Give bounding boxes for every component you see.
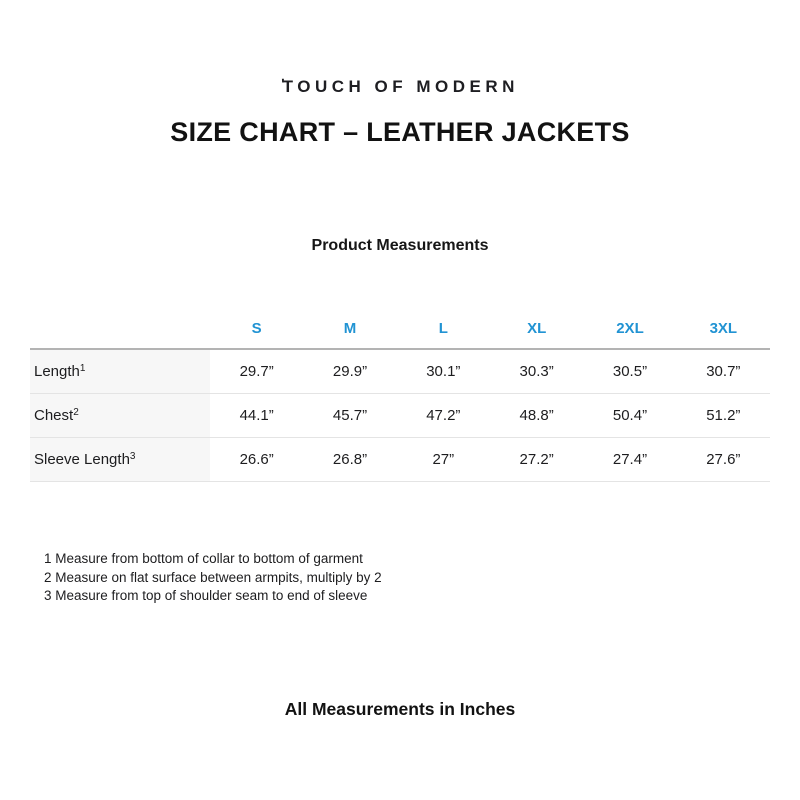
size-header-2xl: 2XL bbox=[583, 308, 677, 350]
cell-length-xl: 30.3” bbox=[489, 349, 584, 394]
cell-sleeve-m: 26.8” bbox=[303, 437, 397, 482]
row-label-chest: Chest2 bbox=[30, 393, 210, 438]
cell-sleeve-xl: 27.2” bbox=[489, 437, 584, 482]
table-row-length: Length1 29.7” 29.9” 30.1” 30.3” 30.5” 30… bbox=[30, 349, 770, 394]
page-title: SIZE CHART – LEATHER JACKETS bbox=[170, 117, 630, 147]
row-label-length: Length1 bbox=[30, 349, 210, 394]
footnote-1: 1 Measure from bottom of collar to botto… bbox=[44, 551, 363, 566]
cell-length-3xl: 30.7” bbox=[676, 349, 770, 394]
cell-sleeve-s: 26.6” bbox=[210, 437, 304, 482]
cell-length-m: 29.9” bbox=[303, 349, 397, 394]
footnote-marker: 2 bbox=[73, 407, 79, 418]
logo-tick-mark: ʹ bbox=[281, 76, 285, 93]
table-subtitle: Product Measurements bbox=[311, 237, 489, 254]
cell-length-l: 30.1” bbox=[396, 349, 490, 394]
size-chart-table: S M L XL 2XL 3XL Length1 29.7” 29.9” 30.… bbox=[30, 308, 770, 482]
table-row-chest: Chest2 44.1” 45.7” 47.2” 48.8” 50.4” 51.… bbox=[30, 393, 770, 438]
cell-chest-2xl: 50.4” bbox=[583, 393, 677, 438]
footnote-marker: 3 bbox=[129, 451, 136, 462]
cell-length-s: 29.7” bbox=[210, 349, 304, 394]
header-corner-cell bbox=[30, 308, 210, 350]
cell-chest-l: 47.2” bbox=[396, 393, 490, 438]
footnote-2: 2 Measure on flat surface between armpit… bbox=[44, 569, 382, 585]
row-label-text: Length bbox=[34, 363, 80, 380]
size-header-row: S M L XL 2XL 3XL bbox=[30, 308, 770, 350]
cell-chest-3xl: 51.2” bbox=[676, 393, 770, 438]
footnote-marker: 1 bbox=[79, 363, 86, 374]
cell-chest-xl: 48.8” bbox=[489, 393, 584, 438]
row-label-text: Chest bbox=[34, 407, 74, 424]
size-header-m: M bbox=[303, 308, 397, 350]
size-header-s: S bbox=[210, 308, 304, 350]
cell-chest-s: 44.1” bbox=[210, 393, 304, 438]
cell-sleeve-3xl: 27.6” bbox=[676, 437, 770, 482]
size-header-3xl: 3XL bbox=[676, 308, 770, 350]
cell-chest-m: 45.7” bbox=[303, 393, 397, 438]
cell-length-2xl: 30.5” bbox=[583, 349, 677, 394]
row-label-sleeve-length: Sleeve Length3 bbox=[30, 437, 210, 482]
brand-logo-text: TOUCH OF MODERN bbox=[282, 77, 519, 96]
size-header-l: L bbox=[396, 308, 490, 350]
footnotes-block: 1 Measure from bottom of collar to botto… bbox=[44, 550, 800, 606]
footnote-3: 3 Measure from top of shoulder seam to e… bbox=[44, 588, 368, 603]
cell-sleeve-2xl: 27.4” bbox=[583, 437, 677, 482]
cell-sleeve-l: 27” bbox=[396, 437, 490, 482]
row-label-text: Sleeve Length bbox=[34, 451, 130, 468]
units-note: All Measurements in Inches bbox=[284, 698, 516, 719]
brand-logo: ʹTOUCH OF MODERN bbox=[0, 0, 800, 99]
table-row-sleeve-length: Sleeve Length3 26.6” 26.8” 27” 27.2” 27.… bbox=[30, 437, 770, 482]
size-header-xl: XL bbox=[489, 308, 584, 350]
